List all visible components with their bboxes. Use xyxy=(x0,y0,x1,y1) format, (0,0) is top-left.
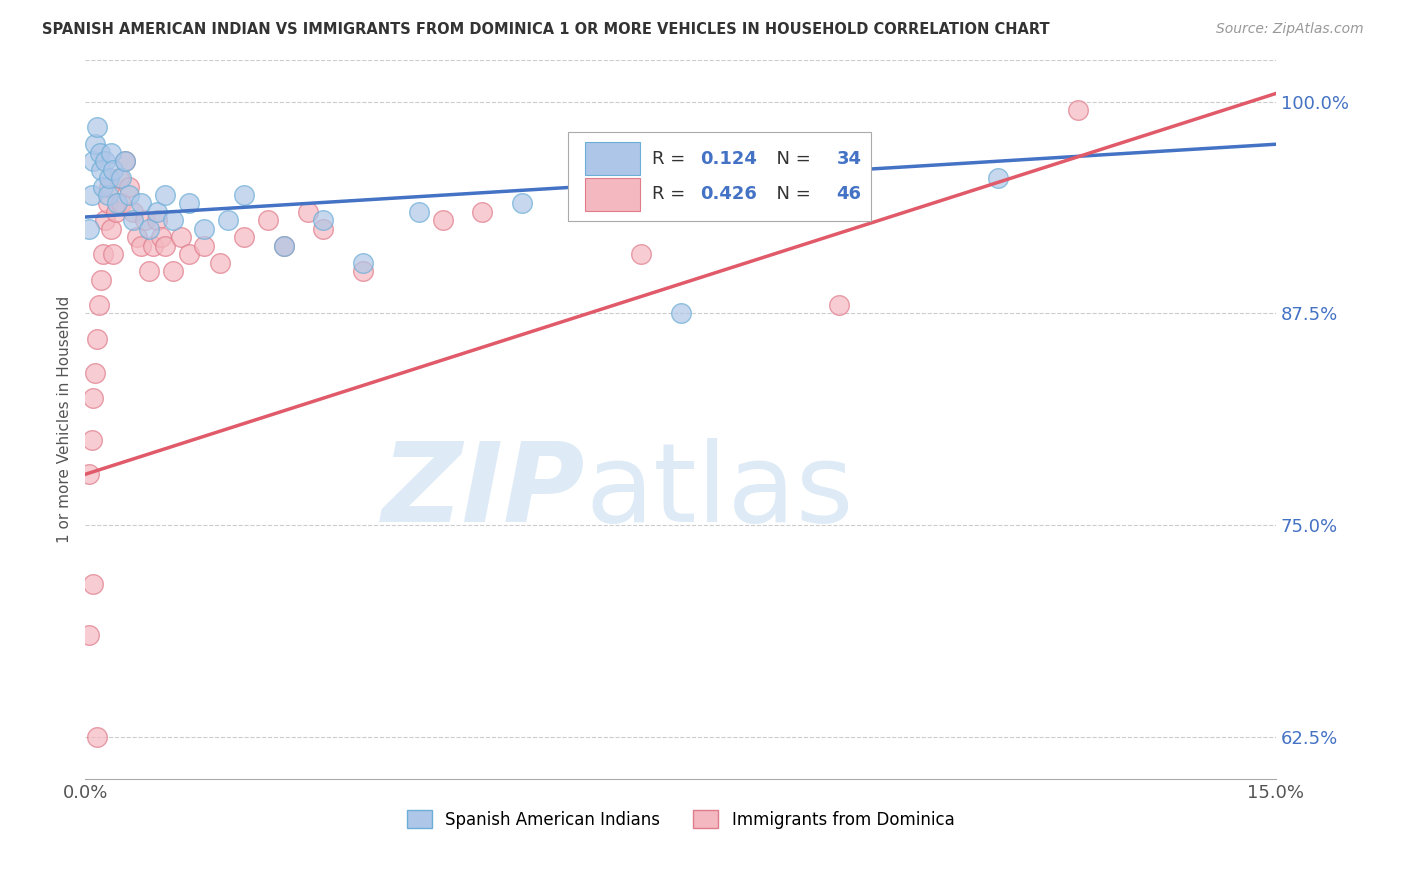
Point xyxy=(510,196,533,211)
Point xyxy=(101,247,124,261)
Point xyxy=(90,272,112,286)
Point xyxy=(82,577,104,591)
FancyBboxPatch shape xyxy=(568,131,872,221)
Text: R =: R = xyxy=(652,186,692,203)
Point xyxy=(125,230,148,244)
Point xyxy=(98,171,121,186)
Point xyxy=(630,247,652,261)
Point xyxy=(273,239,295,253)
Text: R =: R = xyxy=(652,150,692,168)
Point xyxy=(1066,103,1088,118)
Text: 46: 46 xyxy=(837,186,862,203)
Point xyxy=(233,230,256,244)
Point xyxy=(162,264,184,278)
Point xyxy=(110,171,132,186)
Point xyxy=(104,205,127,219)
Point xyxy=(153,239,176,253)
Point xyxy=(162,213,184,227)
Point xyxy=(97,196,120,211)
Point xyxy=(83,366,105,380)
Point xyxy=(79,628,101,642)
Point xyxy=(86,730,108,744)
Point xyxy=(217,213,239,227)
Point xyxy=(82,154,104,169)
Point xyxy=(105,196,128,211)
Point xyxy=(87,298,110,312)
Point xyxy=(177,196,200,211)
Point xyxy=(110,196,132,211)
Point xyxy=(118,179,141,194)
Point xyxy=(408,205,430,219)
Point xyxy=(114,154,136,169)
FancyBboxPatch shape xyxy=(585,178,640,211)
Point xyxy=(142,239,165,253)
Point xyxy=(153,188,176,202)
Point xyxy=(432,213,454,227)
Point xyxy=(107,171,129,186)
Point xyxy=(193,239,215,253)
Point xyxy=(98,179,121,194)
Point xyxy=(257,213,280,227)
Text: N =: N = xyxy=(765,186,817,203)
Point xyxy=(193,222,215,236)
Text: SPANISH AMERICAN INDIAN VS IMMIGRANTS FROM DOMINICA 1 OR MORE VEHICLES IN HOUSEH: SPANISH AMERICAN INDIAN VS IMMIGRANTS FR… xyxy=(42,22,1050,37)
Point xyxy=(129,196,152,211)
Point xyxy=(146,213,169,227)
Point xyxy=(80,434,103,448)
Point xyxy=(987,171,1010,186)
Point xyxy=(82,391,104,405)
Point xyxy=(79,467,101,482)
Point xyxy=(209,256,232,270)
Point xyxy=(138,222,160,236)
Text: 34: 34 xyxy=(837,150,862,168)
Point xyxy=(114,154,136,169)
Point xyxy=(312,222,335,236)
FancyBboxPatch shape xyxy=(585,143,640,176)
Point xyxy=(79,222,101,236)
Point xyxy=(352,256,374,270)
Point xyxy=(471,205,494,219)
Point xyxy=(91,247,114,261)
Text: 0.124: 0.124 xyxy=(700,150,756,168)
Point xyxy=(273,239,295,253)
Point xyxy=(352,264,374,278)
Point xyxy=(169,230,191,244)
Point xyxy=(129,239,152,253)
Point xyxy=(146,205,169,219)
Text: Source: ZipAtlas.com: Source: ZipAtlas.com xyxy=(1216,22,1364,37)
Point xyxy=(138,264,160,278)
Point xyxy=(101,162,124,177)
Point xyxy=(134,213,156,227)
Point xyxy=(122,213,145,227)
Point xyxy=(122,205,145,219)
Point xyxy=(83,137,105,152)
Text: N =: N = xyxy=(765,150,817,168)
Point xyxy=(91,179,114,194)
Point xyxy=(90,162,112,177)
Point xyxy=(94,154,117,169)
Point xyxy=(118,188,141,202)
Text: 0.426: 0.426 xyxy=(700,186,756,203)
Point xyxy=(94,213,117,227)
Y-axis label: 1 or more Vehicles in Household: 1 or more Vehicles in Household xyxy=(58,295,72,543)
Point xyxy=(312,213,335,227)
Point xyxy=(149,230,172,244)
Text: atlas: atlas xyxy=(585,438,853,545)
Point xyxy=(233,188,256,202)
Point xyxy=(828,298,851,312)
Point xyxy=(86,120,108,135)
Point xyxy=(89,145,111,160)
Point xyxy=(297,205,319,219)
Point xyxy=(86,332,108,346)
Point xyxy=(100,145,122,160)
Point xyxy=(669,306,692,320)
Point xyxy=(97,188,120,202)
Point xyxy=(80,188,103,202)
Point xyxy=(100,222,122,236)
Text: ZIP: ZIP xyxy=(382,438,585,545)
Point xyxy=(177,247,200,261)
Legend: Spanish American Indians, Immigrants from Dominica: Spanish American Indians, Immigrants fro… xyxy=(401,804,962,835)
